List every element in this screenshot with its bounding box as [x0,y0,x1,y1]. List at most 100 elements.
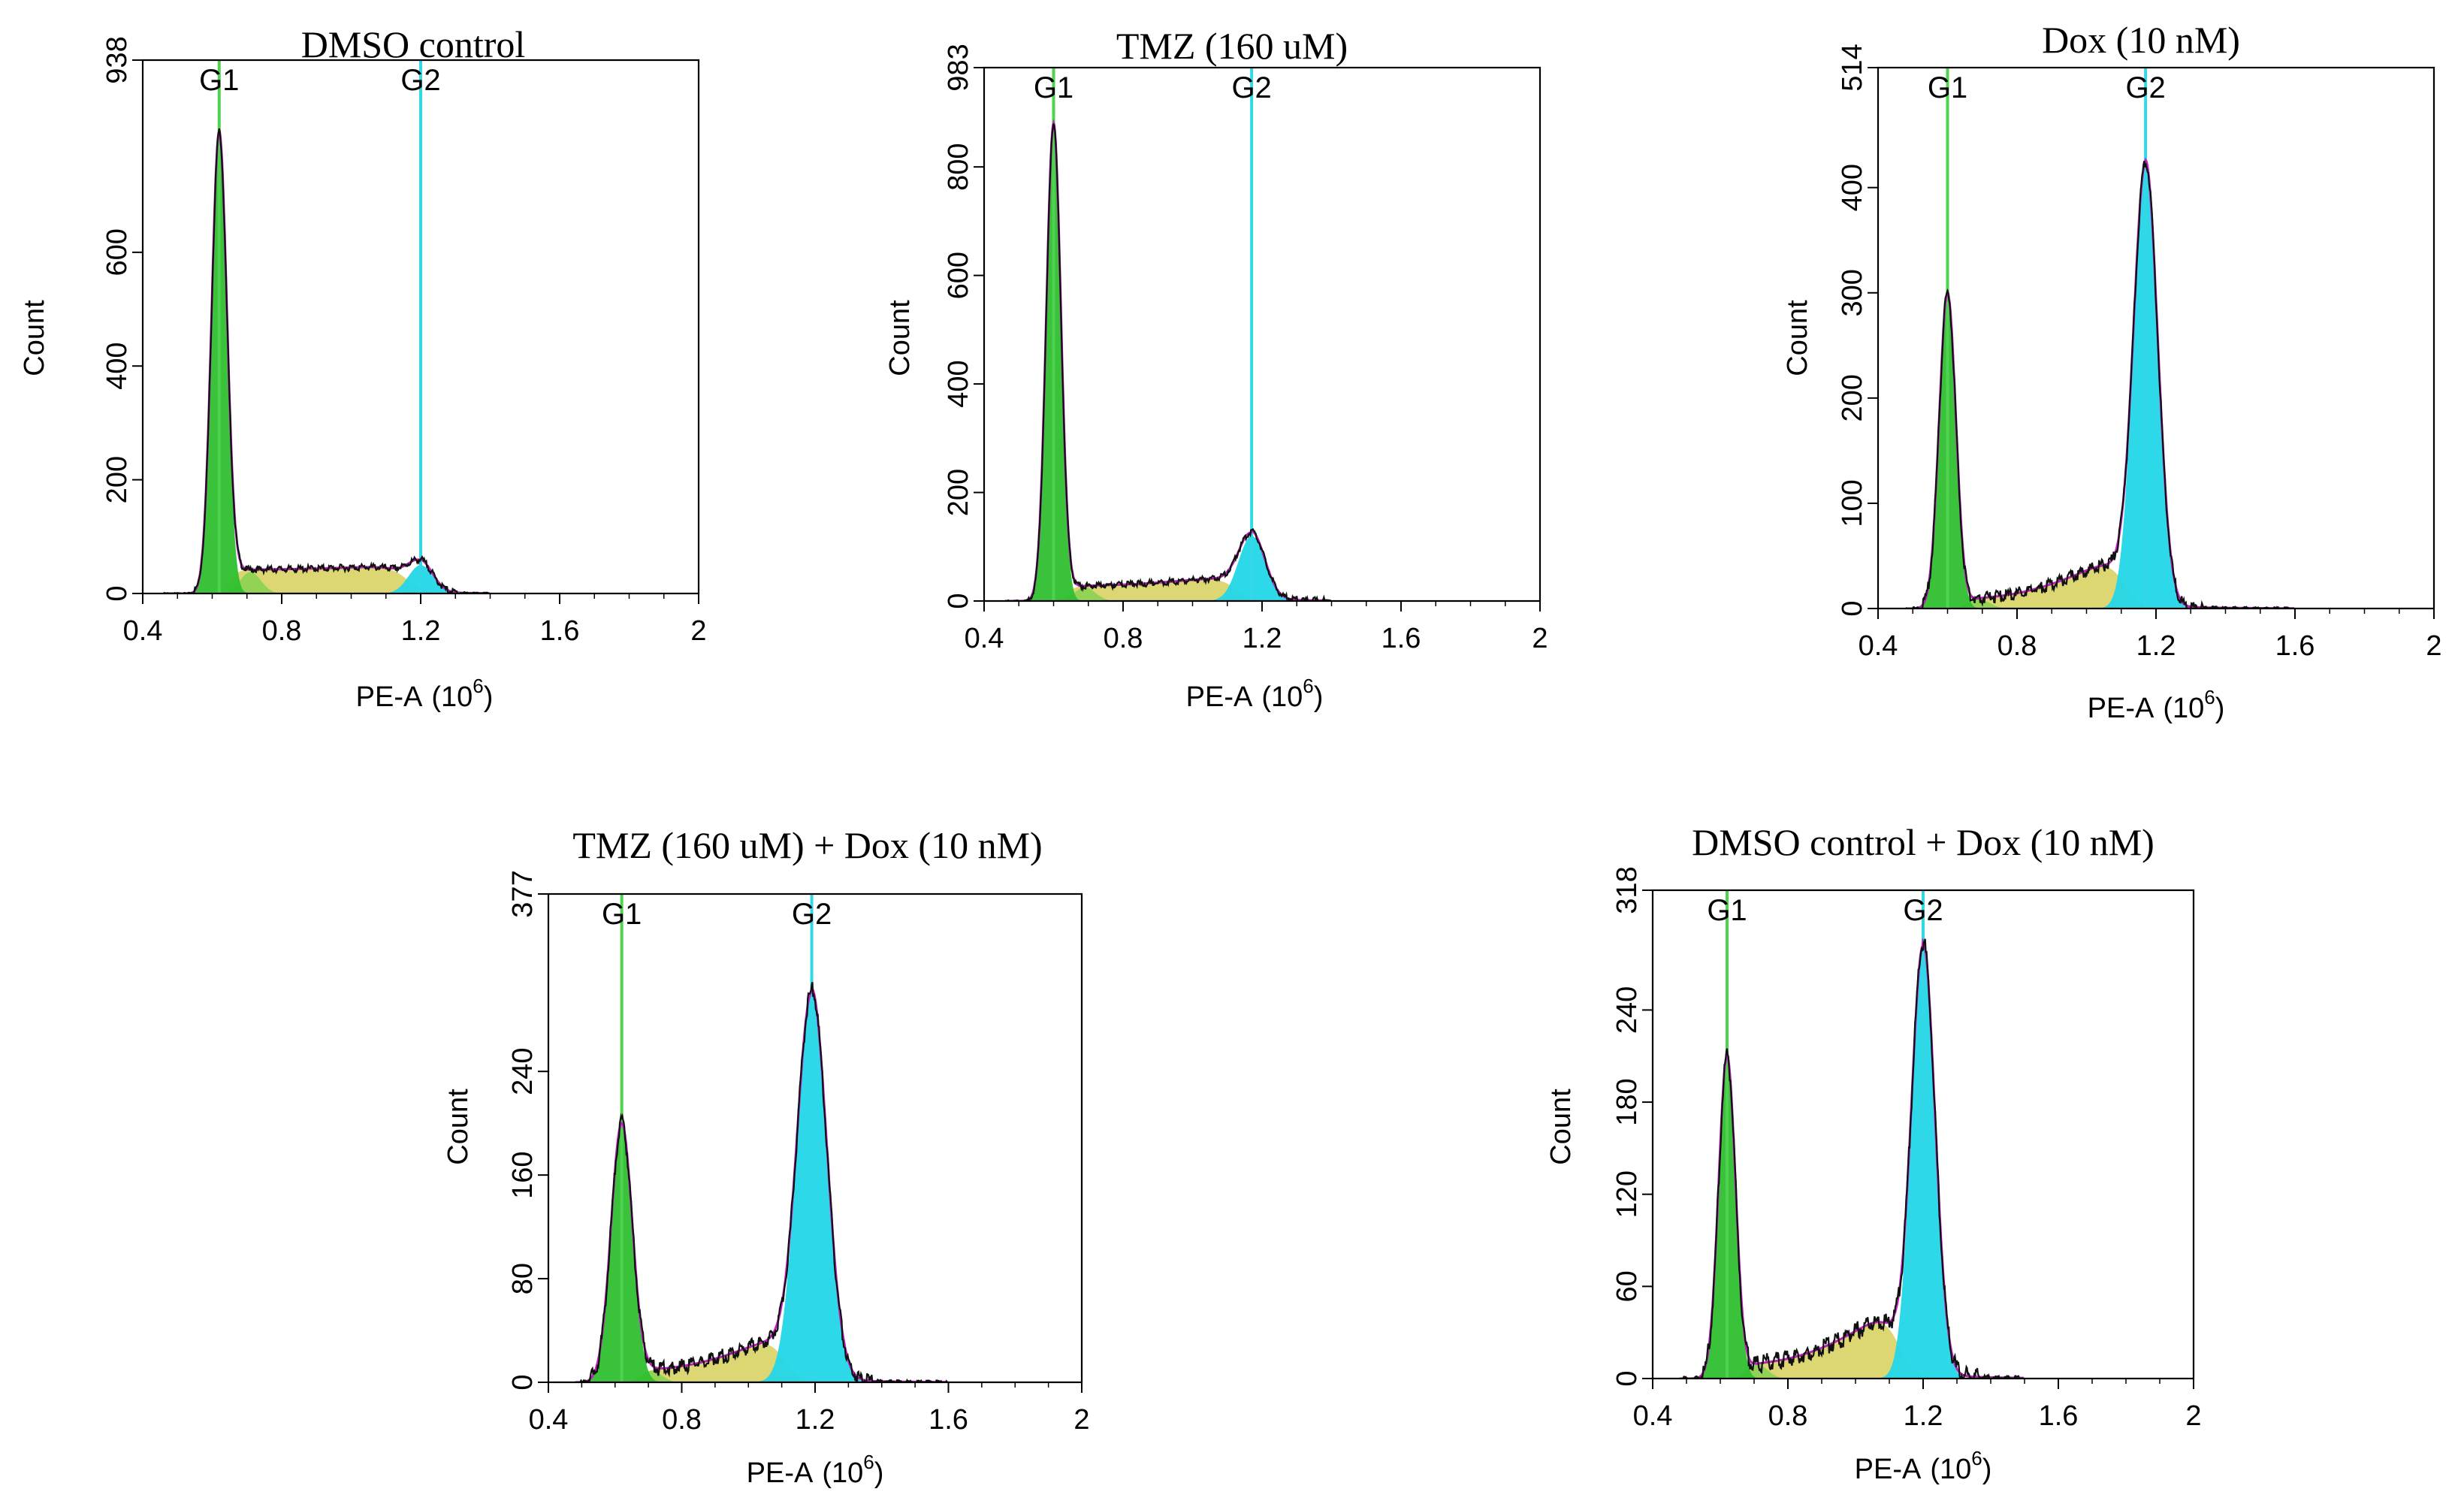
y-tick-label: 300 [1837,269,1868,316]
panel-title: Dox (10 nM) [2042,19,2240,61]
x-tick-label: 1.2 [1904,1400,1943,1432]
x-tick-label: 1.6 [2039,1400,2079,1432]
plot-area [1004,68,1331,601]
panel-title: TMZ (160 uM) [1116,25,1348,67]
x-axis-label-close: ) [1314,681,1324,713]
y-tick-label: 400 [943,360,974,407]
s-phase-area [1680,1322,2025,1379]
sub-g1-area [575,1370,948,1382]
x-axis-label-exponent: 6 [473,675,483,697]
x-axis-label-name: PE-A [1186,681,1253,713]
x-tick-label: 0.8 [1768,1400,1808,1432]
x-tick-label: 1.2 [401,615,441,647]
x-tick-label: 2 [1532,623,1548,654]
x-tick-label: 2 [690,615,706,647]
y-tick-label: 377 [507,870,539,917]
y-axis-label: Count [442,1089,474,1165]
y-axis-label: Count [1782,300,1813,376]
y-tick-label: 240 [1611,986,1643,1034]
sub-g1-area [1906,599,2295,609]
y-tick-label: 180 [1611,1078,1643,1125]
y-tick-label: 200 [943,469,974,516]
x-tick-label: 0.8 [662,1404,702,1436]
y-tick-label: 120 [1611,1170,1643,1218]
y-tick-label: 0 [507,1374,539,1390]
x-axis-label: PE-A (106) [747,1451,884,1489]
histogram-panel: Dox (10 nM) Count PE-A (106) G1 G2 0.4 0.8 1.… [1782,19,2442,724]
x-axis-label-unit: (10 [1930,1454,1971,1485]
plot-area [1680,890,2025,1379]
y-tick-label: 0 [1837,600,1868,616]
marker-label-g1: G1 [1707,894,1747,927]
x-tick-label: 1.2 [2136,630,2176,662]
g1-peak-area [575,1123,948,1382]
marker-label-g1: G1 [199,64,239,97]
x-tick-label: 1.6 [540,615,580,647]
y-tick-label: 60 [1611,1270,1643,1302]
raw-data-line [163,128,490,593]
marker-label-g2: G2 [1903,894,1943,927]
marker-label-g1: G1 [602,898,642,931]
x-tick-label: 0.4 [529,1404,569,1436]
marker-label-g1: G1 [1928,71,1967,104]
x-tick-label: 2 [2185,1400,2201,1432]
y-tick-label: 800 [943,143,974,190]
x-tick-label: 0.8 [1997,630,2037,662]
y-axis-label: Count [884,300,916,376]
x-tick-label: 1.6 [2275,630,2315,662]
x-axis-label: PE-A (106) [2088,686,2225,724]
x-axis-label-name: PE-A [1855,1454,1922,1485]
sub-g1-area [1680,1364,2025,1379]
x-tick-label: 0.4 [1633,1400,1673,1432]
y-tick-label: 0 [943,593,974,609]
g2-peak-area [1680,948,2025,1379]
x-axis-label-exponent: 6 [1303,675,1313,697]
x-tick-label: 1.6 [929,1404,968,1436]
x-axis-label-exponent: 6 [1971,1447,1982,1469]
y-tick-label: 983 [943,44,974,91]
y-tick-label: 0 [1611,1370,1643,1386]
x-axis-label-unit: (10 [2163,693,2204,724]
x-axis-label-close: ) [1982,1454,1992,1485]
y-tick-label: 100 [1837,479,1868,527]
x-axis-label-name: PE-A [356,681,423,713]
x-tick-label: 1.2 [1243,623,1282,654]
x-tick-label: 0.4 [965,623,1004,654]
y-tick-label: 600 [943,252,974,299]
x-axis-label-name: PE-A [2088,693,2154,724]
y-tick-label: 400 [101,343,133,390]
x-axis-label-close: ) [874,1457,884,1489]
x-axis-label-unit: (10 [431,681,473,713]
y-tick-label: 514 [1837,44,1868,91]
x-axis-label-exponent: 6 [2204,686,2215,708]
histogram-panel: DMSO control + Dox (10 nM) Count PE-A (10… [1545,821,2202,1485]
g1-peak-area [1680,1055,2025,1379]
x-axis-label: PE-A (106) [1855,1447,1992,1485]
x-tick-label: 0.8 [1104,623,1143,654]
y-tick-label: 80 [507,1263,539,1294]
marker-label-g2: G2 [1231,71,1271,104]
y-tick-label: 0 [101,585,133,601]
x-tick-label: 2 [2426,630,2441,662]
g2-peak-area [1004,536,1331,601]
x-axis-label-close: ) [2215,693,2225,724]
raw-data-line [1004,123,1331,601]
x-axis-label-name: PE-A [747,1457,814,1489]
marker-label-g2: G2 [792,898,832,931]
marker-label-g2: G2 [2125,71,2165,104]
x-tick-label: 2 [1073,1404,1089,1436]
y-tick-label: 160 [507,1151,539,1198]
marker-label-g2: G2 [400,64,440,97]
x-tick-label: 0.8 [262,615,302,647]
raw-data-line [1680,938,2025,1379]
x-tick-label: 1.2 [796,1404,835,1436]
x-axis-label: PE-A (106) [1186,675,1324,713]
x-axis-label-unit: (10 [1261,681,1303,713]
panel-title: TMZ (160 uM) + Dox (10 nM) [572,824,1042,866]
x-tick-label: 0.4 [123,615,163,647]
histogram-panel: DMSO control Count PE-A (106) G1 G2 0.4 0.8 1… [19,23,707,713]
histogram-panel: TMZ (160 uM) + Dox (10 nM) Count PE-A (10… [442,824,1090,1489]
x-tick-label: 0.4 [1859,630,1898,662]
